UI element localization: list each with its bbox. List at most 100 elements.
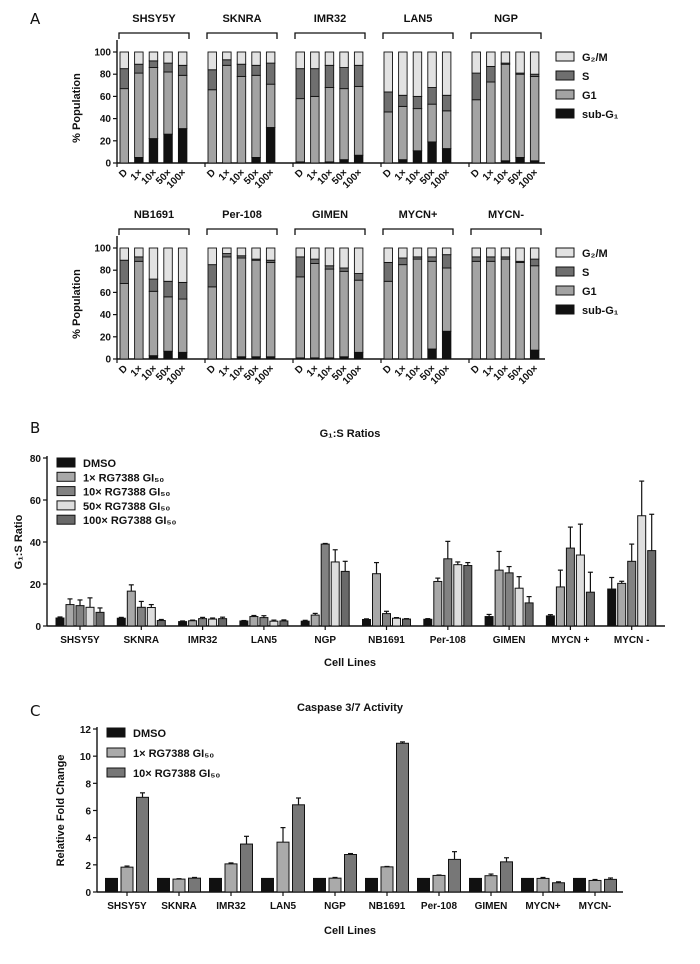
bar-series-4 <box>463 565 473 627</box>
a-bar-segment-g2m <box>412 247 423 258</box>
a-group-bracket <box>206 32 278 39</box>
a-bar-segment-s <box>353 64 364 87</box>
bar-series-3 <box>146 607 156 627</box>
a-bar-segment-s <box>265 62 276 85</box>
bar-series-2 <box>443 558 453 627</box>
a-bar-segment-subg1 <box>353 351 364 360</box>
a-bar-segment-g1 <box>251 74 261 158</box>
a-bar-segment-subg1 <box>427 348 437 360</box>
a-bar-segment-g1 <box>515 73 525 158</box>
bar-series-1 <box>494 569 504 627</box>
bar-dmso <box>545 615 555 627</box>
y-tick-label: 8 <box>85 779 91 790</box>
a-bar-segment-g2m <box>324 247 335 267</box>
bar-series-2 <box>627 560 637 627</box>
chart-title: Caspase 3/7 Activity <box>297 702 404 714</box>
bar-series-3 <box>208 618 218 627</box>
bar-dmso <box>365 877 378 893</box>
a-bar-segment-g1 <box>398 105 408 161</box>
a-bar-segment-s <box>163 280 173 298</box>
bar-series-4 <box>647 550 657 627</box>
a-bar-segment-g1 <box>163 71 173 135</box>
a-bar-segment-g1 <box>295 276 305 359</box>
a-bar-label: D <box>293 363 306 376</box>
bar-series-4 <box>279 620 289 627</box>
bar-series-3 <box>637 515 647 627</box>
a-legend-swatch <box>555 89 575 100</box>
a-bar-segment-g2m <box>339 51 349 68</box>
a-bar-segment-s <box>251 64 261 76</box>
a-bar-segment-g1 <box>119 283 129 360</box>
a-bar-segment-s <box>148 278 159 292</box>
bar-series-3 <box>453 564 463 627</box>
a-bar-segment-s <box>441 254 452 269</box>
bar-dmso <box>362 618 371 627</box>
chart-title: G₁:S Ratios <box>320 428 381 440</box>
a-bar-segment-g1 <box>310 95 320 164</box>
legend-label: DMSO <box>83 458 116 470</box>
bar-series-1 <box>433 580 443 627</box>
a-bar-segment-g2m <box>177 247 188 283</box>
a-y-axis-label: % Population <box>71 269 83 339</box>
a-bar-segment-s <box>383 261 393 282</box>
a-bar-segment-g1 <box>177 74 188 130</box>
a-bar-segment-g1 <box>324 268 335 359</box>
a-bar-segment-g1 <box>222 256 232 360</box>
a-bar-segment-g2m <box>163 247 173 282</box>
a-bar-segment-subg1 <box>163 133 173 164</box>
a-bar-segment-subg1 <box>398 159 408 164</box>
a-bar-segment-g1 <box>427 260 437 350</box>
a-group-bracket <box>470 32 542 39</box>
a-bar-segment-g1 <box>353 279 364 353</box>
bar-series-1 <box>380 866 394 893</box>
a-y-tick-label: 80 <box>100 70 112 81</box>
a-bar-segment-subg1 <box>515 156 525 164</box>
bar-series-3 <box>392 617 401 627</box>
bar-series-1 <box>65 604 75 627</box>
category-label: IMR32 <box>216 901 246 912</box>
category-label: IMR32 <box>188 635 218 646</box>
bar-series-3 <box>575 554 585 627</box>
a-legend-swatch <box>555 70 575 81</box>
bar-series-2 <box>136 606 146 627</box>
bar-series-4 <box>156 620 166 627</box>
a-group-title: LAN5 <box>404 13 433 25</box>
category-label: GIMEN <box>475 901 508 912</box>
a-bar-label: D <box>469 167 482 180</box>
y-tick-label: 60 <box>30 496 42 507</box>
category-label: NGP <box>314 635 336 646</box>
a-bar-segment-g1 <box>207 89 217 164</box>
bar-dmso <box>300 620 310 627</box>
a-bar-segment-g2m <box>265 247 276 261</box>
a-bar-label: D <box>205 167 218 180</box>
a-legend-label: S <box>582 71 589 83</box>
a-group-bracket <box>294 32 366 39</box>
a-bar-segment-subg1 <box>529 349 540 360</box>
a-bar-segment-g2m <box>515 51 525 74</box>
a-bar-segment-g2m <box>265 51 276 64</box>
a-bar-segment-g2m <box>486 51 496 67</box>
a-y-tick-label: 80 <box>100 266 112 277</box>
a-bar-segment-s <box>324 64 335 88</box>
a-bar-segment-subg1 <box>163 350 173 360</box>
a-bar-segment-g2m <box>486 247 496 258</box>
bar-series-2 <box>448 858 461 893</box>
a-bar-segment-g1 <box>339 270 349 358</box>
a-y-tick-label: 60 <box>100 288 112 299</box>
a-bar-segment-g2m <box>119 51 129 70</box>
a-bar-segment-g1 <box>471 260 481 360</box>
category-label: LAN5 <box>251 635 278 646</box>
a-bar-segment-g1 <box>163 296 173 352</box>
a-bar-segment-s <box>398 94 408 107</box>
a-bar-segment-s <box>134 63 144 74</box>
a-bar-label: D <box>381 167 394 180</box>
y-tick-label: 12 <box>80 725 92 736</box>
a-legend-label: sub-G₁ <box>582 305 619 317</box>
a-y-tick-label: 0 <box>105 159 111 170</box>
bar-series-3 <box>514 587 524 627</box>
legend-swatch <box>56 486 76 497</box>
category-label: SHSY5Y <box>107 901 147 912</box>
category-label: NGP <box>324 901 346 912</box>
bar-series-4 <box>524 602 534 627</box>
category-label: MYCN - <box>614 635 650 646</box>
